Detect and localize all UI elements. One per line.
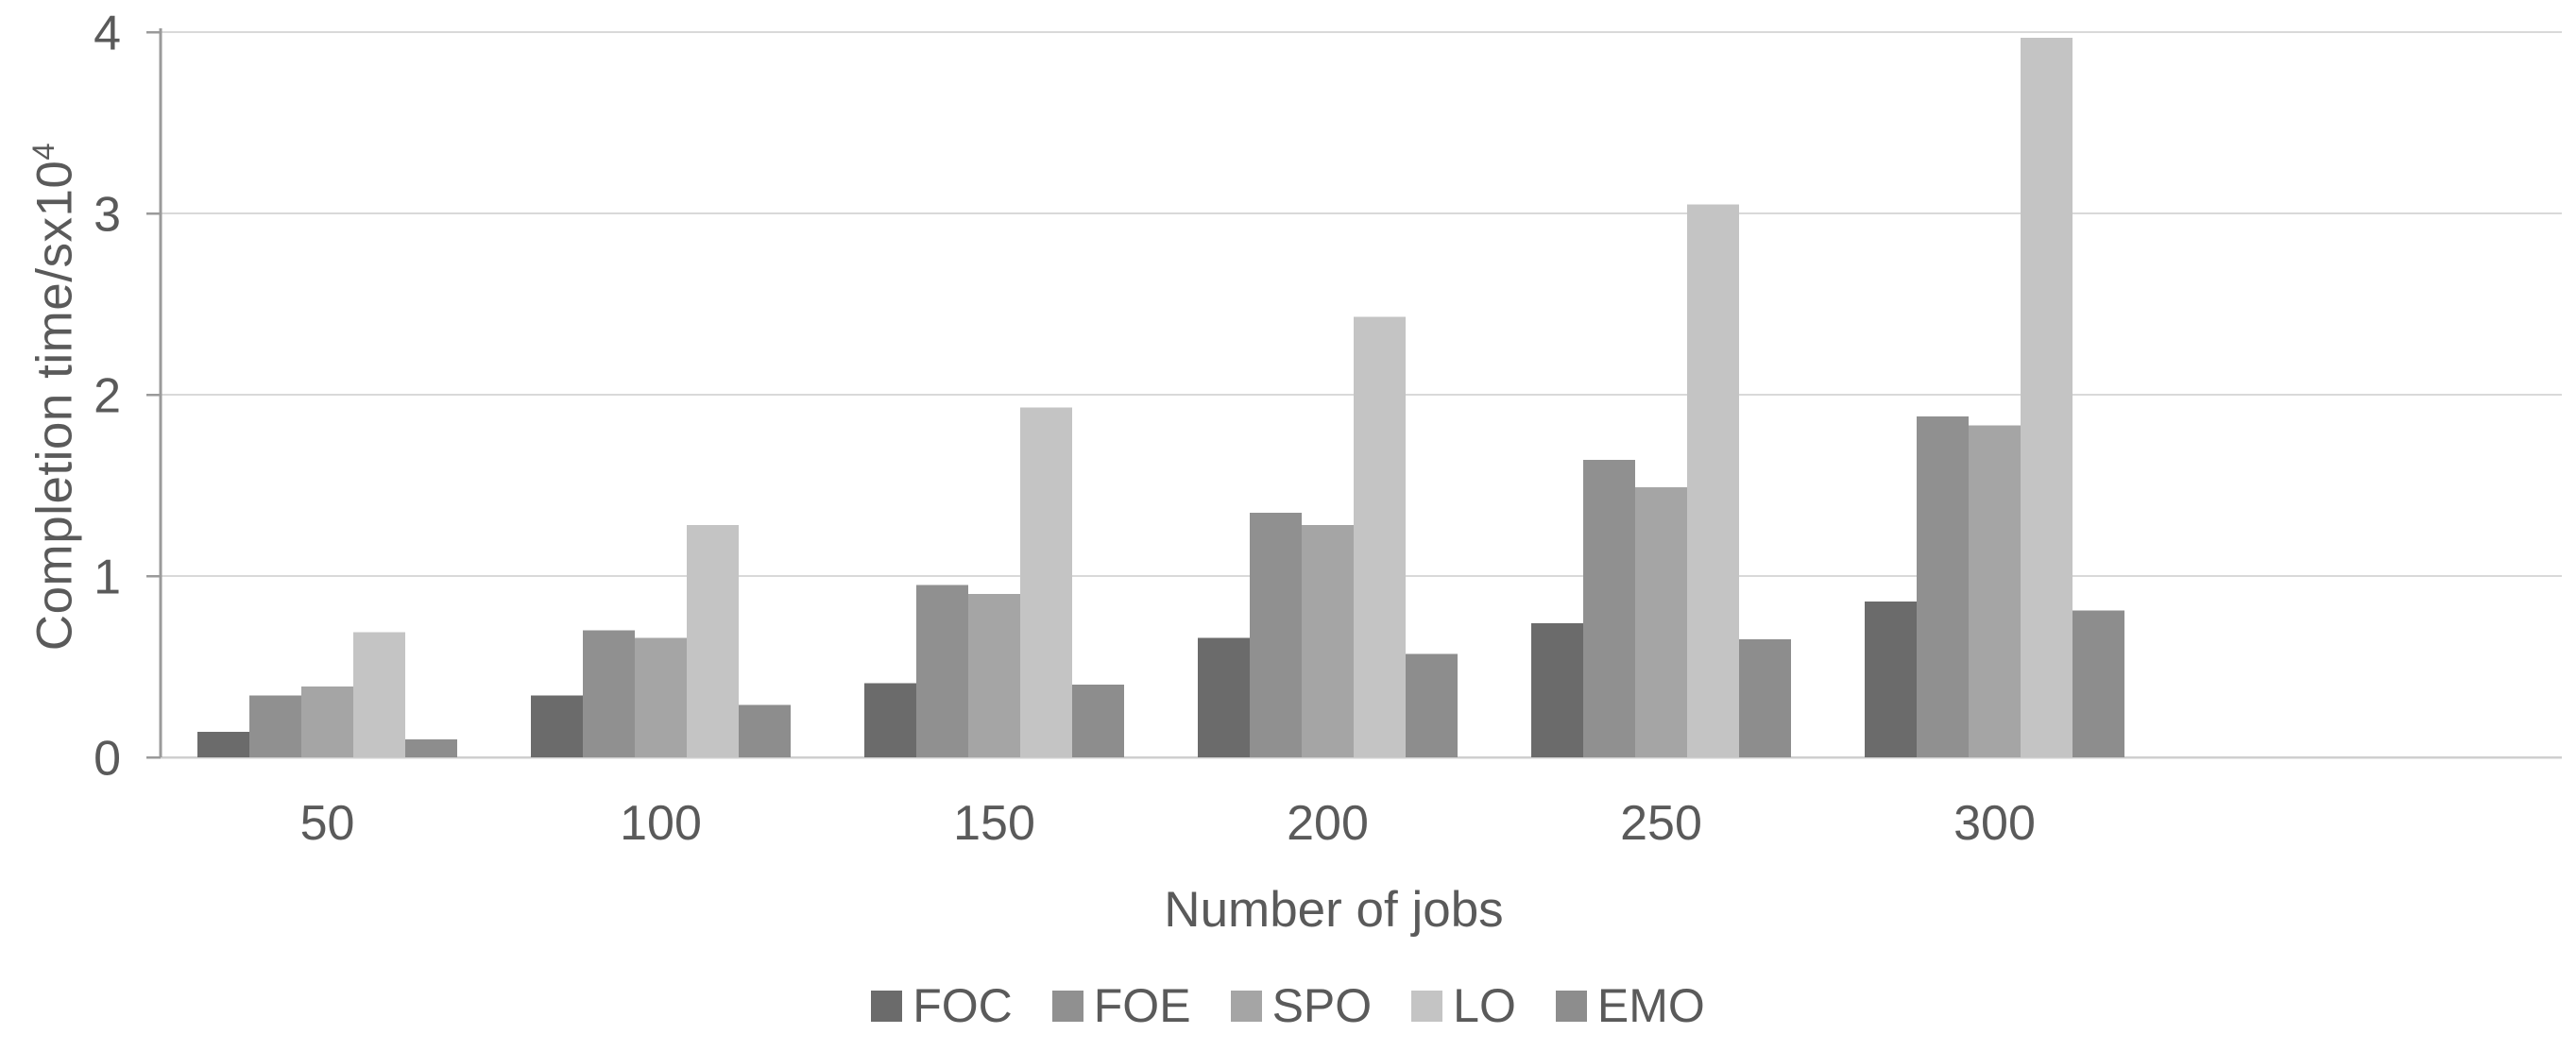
y-tick-label-4: 4 bbox=[94, 7, 121, 61]
x-tick-label-300: 300 bbox=[1953, 796, 2036, 851]
bar-FOC-150 bbox=[864, 683, 916, 757]
legend-swatch-lo bbox=[1411, 990, 1443, 1022]
bar-LO-250 bbox=[1687, 204, 1739, 757]
bar-LO-200 bbox=[1354, 316, 1406, 757]
y-tick-label-3: 3 bbox=[94, 188, 121, 243]
bar-LO-50 bbox=[353, 632, 405, 757]
bar-SPO-300 bbox=[1969, 425, 2021, 757]
legend-swatch-foe bbox=[1051, 990, 1083, 1022]
bar-FOE-100 bbox=[583, 630, 635, 757]
legend-item-lo: LO bbox=[1411, 978, 1516, 1033]
bar-EMO-250 bbox=[1739, 639, 1791, 757]
bar-SPO-150 bbox=[968, 594, 1020, 757]
legend-label-foc: FOC bbox=[913, 979, 1013, 1032]
x-tick-label-50: 50 bbox=[300, 796, 355, 851]
y-tick-label-0: 0 bbox=[94, 732, 121, 787]
bar-SPO-200 bbox=[1302, 525, 1354, 757]
bar-SPO-50 bbox=[301, 687, 353, 757]
legend-label-lo: LO bbox=[1453, 979, 1516, 1032]
bar-FOE-150 bbox=[916, 585, 968, 757]
bar-FOE-250 bbox=[1583, 460, 1635, 757]
legend-item-foe: FOE bbox=[1051, 978, 1191, 1033]
legend-item-foc: FOC bbox=[871, 978, 1013, 1033]
legend-swatch-foc bbox=[871, 990, 903, 1022]
bar-FOC-50 bbox=[197, 732, 249, 757]
bar-LO-300 bbox=[2021, 37, 2073, 757]
x-tick-label-150: 150 bbox=[953, 796, 1035, 851]
bar-LO-100 bbox=[687, 525, 739, 757]
bar-FOE-300 bbox=[1917, 416, 1969, 757]
bar-FOC-300 bbox=[1865, 601, 1917, 757]
bar-SPO-100 bbox=[635, 637, 687, 757]
y-axis-title: Completion time/sx104 bbox=[26, 143, 84, 651]
bar-EMO-200 bbox=[1406, 653, 1458, 757]
legend-swatch-spo bbox=[1230, 990, 1262, 1022]
bar-EMO-50 bbox=[405, 738, 457, 757]
x-axis-title: Number of jobs bbox=[1164, 882, 1504, 938]
bar-SPO-250 bbox=[1635, 486, 1687, 757]
legend-label-spo: SPO bbox=[1271, 979, 1373, 1032]
legend-item-emo: EMO bbox=[1555, 978, 1705, 1033]
bar-FOC-100 bbox=[531, 695, 583, 757]
legend-label-emo: EMO bbox=[1596, 979, 1705, 1032]
bar-LO-150 bbox=[1020, 407, 1072, 757]
bar-FOE-200 bbox=[1250, 512, 1302, 757]
y-tick-label-1: 1 bbox=[94, 551, 121, 605]
y-tick-label-2: 2 bbox=[94, 369, 121, 424]
legend-item-spo: SPO bbox=[1230, 978, 1373, 1033]
bar-EMO-100 bbox=[739, 704, 791, 757]
legend: FOC FOE SPO LO EMO bbox=[0, 978, 2576, 1033]
y-axis-title-text: Completion time/sx10 bbox=[26, 160, 83, 652]
bar-FOE-50 bbox=[249, 695, 301, 757]
x-tick-label-100: 100 bbox=[620, 796, 702, 851]
y-axis-title-superscript: 4 bbox=[25, 142, 60, 161]
x-tick-label-200: 200 bbox=[1287, 796, 1369, 851]
x-tick-label-250: 250 bbox=[1620, 796, 1702, 851]
legend-swatch-emo bbox=[1555, 990, 1587, 1022]
bar-EMO-150 bbox=[1072, 685, 1124, 757]
bar-FOC-250 bbox=[1531, 622, 1583, 757]
bar-EMO-300 bbox=[2073, 610, 2124, 757]
legend-label-foe: FOE bbox=[1093, 979, 1191, 1032]
bar-FOC-200 bbox=[1198, 637, 1250, 757]
